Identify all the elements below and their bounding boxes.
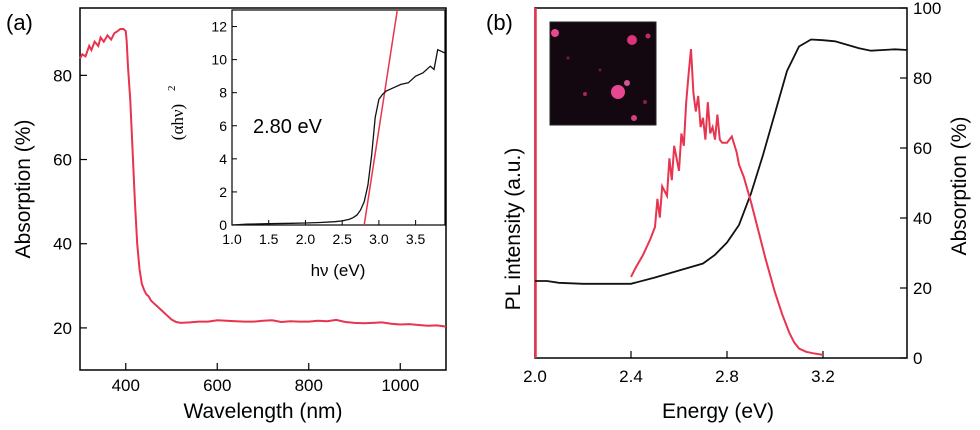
panel-a-inset: 1.0 1.5 2.0 2.5 3.0 3.5 0 2 4 6 8 10 12 2.80 eV hν …	[166, 9, 446, 280]
inset-y-tick-label: 4	[219, 151, 227, 167]
inset-y-label-sup: 2	[166, 86, 178, 92]
inset-linear-fit-line	[363, 9, 399, 226]
inset-x-tick-label: 1.5	[259, 231, 279, 247]
x-tick-label: 2.4	[619, 367, 643, 386]
panel-a-x-axis-label: Wavelength (nm)	[183, 400, 342, 423]
panel-a-y-ticks: 20 40 60 80	[53, 66, 87, 338]
inset-y-tick-label: 8	[219, 85, 227, 101]
panel-b-label: (b)	[486, 10, 513, 35]
inset-x-tick-label: 2.5	[332, 231, 352, 247]
y-tick-label: 80	[53, 66, 72, 85]
inset-tauc-series	[231, 48, 446, 226]
inset-x-axis-label: hν (eV)	[311, 261, 366, 280]
fluorescence-micrograph-image	[549, 21, 657, 126]
right-y-tick-label: 60	[913, 139, 932, 158]
x-tick-label: 600	[203, 376, 231, 395]
panel-b-pl-series	[630, 49, 824, 356]
panel-a-absorption-series	[79, 28, 447, 328]
inset-y-tick-label: 12	[211, 19, 227, 35]
y-tick-label: 40	[53, 235, 72, 254]
inset-y-ticks: 0 2 4 6 8 10 12	[211, 19, 237, 233]
x-tick-label: 3.2	[811, 367, 835, 386]
panel-b-right-y-ticks: 0 20 40 60 80 100	[900, 0, 941, 368]
x-tick-label: 1000	[381, 376, 419, 395]
y-tick-label: 20	[53, 319, 72, 338]
panel-b-absorption-series	[535, 38, 908, 285]
inset-y-tick-label: 6	[219, 118, 227, 134]
panel-b-right-y-axis-label: Absorption (%)	[948, 117, 971, 256]
panel-a-x-ticks: 400 600 800 1000	[112, 363, 419, 395]
inset-y-label-base: (αhν)	[168, 104, 187, 140]
panel-b-x-axis-label: Energy (eV)	[662, 400, 774, 423]
inset-y-tick-label: 10	[211, 52, 227, 68]
inset-x-tick-label: 1.0	[222, 231, 242, 247]
panel-a-frame	[79, 7, 447, 371]
x-tick-label: 800	[295, 376, 323, 395]
panel-b-x-ticks: 2.0 2.4 2.8 3.2	[523, 351, 835, 386]
panel-b: (b) 2.0 2.4 2.8 3.2 0 20 40 60 80 100 Energy (eV…	[486, 0, 971, 423]
y-tick-label: 60	[53, 151, 72, 170]
inset-x-tick-label: 3.0	[369, 231, 389, 247]
panel-a-y-axis-label: Absorption (%)	[12, 120, 35, 259]
right-y-tick-label: 20	[913, 279, 932, 298]
right-y-tick-label: 80	[913, 69, 932, 88]
panel-b-left-y-axis-label: PL intensity (a.u.)	[502, 148, 525, 311]
right-y-tick-label: 100	[913, 0, 941, 18]
panel-a-label: (a)	[6, 10, 33, 35]
right-y-tick-label: 40	[913, 209, 932, 228]
x-tick-label: 400	[112, 376, 140, 395]
x-tick-label: 2.0	[523, 367, 547, 386]
inset-frame	[231, 9, 446, 226]
band-gap-annotation: 2.80 eV	[253, 116, 323, 138]
inset-y-axis-label: (αhν) 2	[166, 86, 187, 141]
inset-x-tick-label: 3.5	[406, 231, 426, 247]
inset-y-tick-label: 2	[219, 184, 227, 200]
inset-x-tick-label: 2.0	[296, 231, 316, 247]
right-y-tick-label: 0	[913, 349, 922, 368]
x-tick-label: 2.8	[715, 367, 739, 386]
inset-y-tick-label: 0	[219, 217, 227, 233]
inset-x-ticks: 1.0 1.5 2.0 2.5 3.0 3.5	[222, 220, 426, 247]
